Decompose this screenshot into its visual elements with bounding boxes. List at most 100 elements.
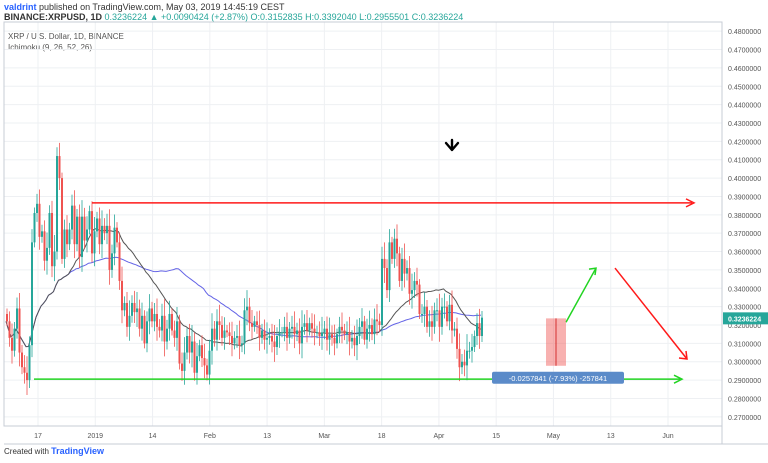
candle-body xyxy=(433,310,436,327)
candle-body xyxy=(83,216,86,241)
candle-body xyxy=(223,330,226,338)
candle-body xyxy=(168,313,171,329)
candle-body xyxy=(61,178,63,259)
candle-body xyxy=(391,242,393,259)
candle-body xyxy=(213,328,216,340)
candle-body xyxy=(358,326,361,337)
candle-body xyxy=(141,315,143,329)
candle-body xyxy=(81,216,83,258)
footer: Created with TradingView xyxy=(4,446,104,456)
candle-body xyxy=(161,315,163,331)
x-tick-label: 14 xyxy=(149,433,157,440)
fast-line xyxy=(5,228,482,348)
candle-body xyxy=(341,326,343,331)
candle-body xyxy=(186,336,188,353)
y-tick-label: 0.3600000 xyxy=(728,250,761,257)
x-tick-label: Jun xyxy=(662,433,673,440)
candle-body xyxy=(381,258,383,325)
candle-body xyxy=(21,352,23,368)
candle-body xyxy=(421,313,423,315)
candle-body xyxy=(11,337,13,351)
candle-body xyxy=(118,242,121,281)
candle-body xyxy=(191,341,193,353)
tradingview-logo[interactable]: TradingView xyxy=(51,446,105,456)
last-price-label: 0.3236224 xyxy=(728,316,761,323)
candle-body xyxy=(163,315,166,342)
ohlc-values: 0.3236224 ▲ +0.0090424 (+2.87%) O:0.3152… xyxy=(104,12,464,22)
publish-date: published on TradingView.com, May 03, 20… xyxy=(39,2,285,12)
candle-body xyxy=(231,336,233,344)
candle-body xyxy=(351,337,353,342)
author-name[interactable]: valdrint xyxy=(4,2,37,12)
candle-body xyxy=(411,290,413,294)
y-tick-label: 0.3100000 xyxy=(728,341,761,348)
candle-body xyxy=(371,325,373,335)
y-tick-label: 0.4700000 xyxy=(728,48,761,55)
candle-body xyxy=(183,352,186,371)
candle-body xyxy=(151,308,153,322)
candle-body xyxy=(53,251,56,267)
candlestick-series xyxy=(6,142,483,395)
candle-body xyxy=(271,336,273,342)
candle-body xyxy=(88,211,91,230)
candle-body xyxy=(86,229,88,241)
candle-body xyxy=(366,328,368,340)
y-tick-label: 0.2800000 xyxy=(728,396,761,403)
candle-body xyxy=(383,258,386,269)
candle-body xyxy=(133,302,136,313)
candle-body xyxy=(221,325,223,338)
candle-body xyxy=(313,328,316,333)
candle-body xyxy=(228,332,231,337)
candle-body xyxy=(211,328,213,351)
candle-body xyxy=(288,328,291,338)
pointer-arrow-icon xyxy=(444,138,460,152)
x-tick-label: 2019 xyxy=(87,433,103,440)
candle-body xyxy=(281,332,283,334)
candle-body xyxy=(248,306,251,324)
candle-body xyxy=(376,319,378,322)
candle-body xyxy=(16,308,18,329)
candle-body xyxy=(43,231,46,261)
candle-body xyxy=(76,216,78,245)
candle-body xyxy=(73,205,76,245)
candle-body xyxy=(136,308,138,313)
candle-body xyxy=(156,313,158,327)
candle-body xyxy=(343,330,346,335)
candle-body xyxy=(18,308,21,353)
candle-body xyxy=(153,313,156,322)
candle-body xyxy=(26,372,28,381)
y-tick-label: 0.4800000 xyxy=(728,29,761,36)
candle-body xyxy=(48,212,51,248)
candle-body xyxy=(406,268,408,274)
candle-body xyxy=(193,341,196,373)
candle-body xyxy=(446,306,448,322)
y-tick-label: 0.4400000 xyxy=(728,103,761,110)
candle-body xyxy=(226,330,228,333)
candle-body xyxy=(208,350,211,375)
candle-body xyxy=(233,337,236,344)
indicator-label[interactable]: Ichimoku (9, 26, 52, 26) xyxy=(8,43,93,52)
candle-body xyxy=(56,156,58,252)
candle-body xyxy=(196,356,198,373)
candle-body xyxy=(78,216,81,258)
resistance-arrowhead xyxy=(685,198,696,208)
candle-body xyxy=(71,205,73,230)
candle-body xyxy=(46,247,48,261)
candle-body xyxy=(143,315,146,344)
y-tick-label: 0.3400000 xyxy=(728,286,761,293)
candle-body xyxy=(336,334,338,344)
candle-body xyxy=(111,253,113,270)
candle-body xyxy=(41,231,43,237)
candle-body xyxy=(401,258,403,281)
candle-body xyxy=(453,328,456,331)
candle-body xyxy=(98,218,101,245)
candle-body xyxy=(106,225,108,234)
candle-body xyxy=(243,310,246,344)
candle-body xyxy=(291,326,293,329)
candle-body xyxy=(66,229,68,245)
candle-body xyxy=(276,336,278,348)
y-tick-label: 0.4200000 xyxy=(728,139,761,146)
bullish-arrowhead xyxy=(588,267,597,276)
candle-body xyxy=(113,227,116,254)
